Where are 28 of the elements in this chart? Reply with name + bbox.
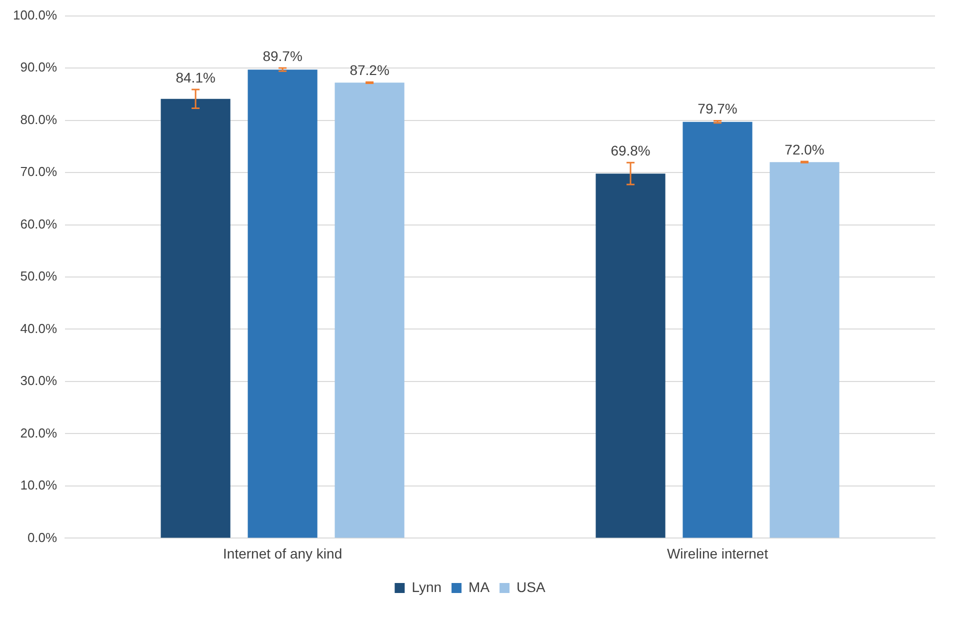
x-tick-label: Internet of any kind: [223, 545, 342, 562]
bar: [770, 162, 840, 538]
data-label: 72.0%: [784, 141, 824, 158]
bar: [160, 98, 230, 538]
y-tick-label: 30.0%: [20, 373, 58, 388]
data-label: 87.2%: [350, 62, 390, 78]
bar: [334, 82, 404, 538]
y-tick-label: 80.0%: [20, 112, 58, 127]
x-tick-label: Wireline internet: [666, 545, 768, 562]
legend-label: USA: [516, 578, 546, 595]
y-tick-label: 90.0%: [20, 60, 58, 75]
data-label: 89.7%: [262, 48, 302, 64]
data-label: 69.8%: [610, 142, 650, 158]
bar: [596, 174, 666, 538]
legend-label: MA: [468, 578, 490, 595]
y-tick-label: 20.0%: [20, 425, 58, 440]
y-tick-label: 10.0%: [20, 478, 58, 493]
bar: [682, 122, 752, 538]
y-tick-label: 100.0%: [12, 7, 58, 22]
data-label: 79.7%: [698, 100, 738, 117]
y-tick-label: 40.0%: [20, 320, 58, 336]
data-label: 84.1%: [176, 69, 216, 86]
bar: [248, 70, 318, 538]
y-tick-label: 70.0%: [20, 164, 58, 180]
legend-label: Lynn: [412, 578, 442, 595]
y-tick-label: 50.0%: [20, 268, 58, 284]
y-tick-label: 0.0%: [27, 530, 58, 545]
y-tick-label: 60.0%: [20, 216, 58, 232]
